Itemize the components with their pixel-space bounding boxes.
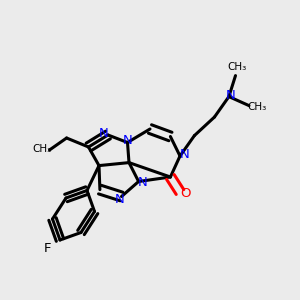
Text: N: N [123,134,132,147]
Text: CH₃: CH₃ [32,143,52,154]
Text: N: N [180,148,189,161]
Text: N: N [137,176,147,190]
Text: CH₃: CH₃ [248,102,267,112]
Text: N: N [99,127,108,140]
Text: CH₃: CH₃ [227,62,247,72]
Text: F: F [44,242,51,256]
Text: O: O [180,187,191,200]
Text: N: N [115,193,125,206]
Text: N: N [226,89,235,102]
